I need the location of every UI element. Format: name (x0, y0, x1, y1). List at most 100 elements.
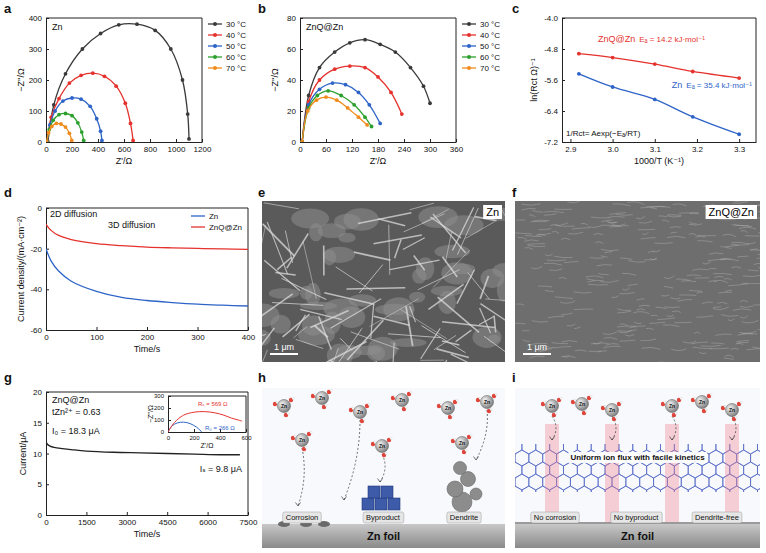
texture-wrinkle (717, 302, 727, 303)
y-tick: -40 (30, 285, 49, 294)
texture-wrinkle (564, 261, 578, 262)
texture-wrinkle (617, 311, 631, 313)
water-oxygen (582, 411, 586, 415)
x-tick-label: 600 (118, 145, 132, 154)
texture-wrinkle (723, 234, 737, 237)
marker (46, 140, 49, 142)
texture-wrinkle (617, 326, 636, 328)
texture-wrinkle (667, 315, 674, 316)
y-tick: 0 (292, 138, 303, 147)
texture-line (283, 314, 310, 336)
marker (363, 66, 367, 70)
texture-wrinkle (738, 256, 749, 258)
texture-wrinkle (651, 315, 658, 316)
texture-wrinkle (531, 266, 542, 268)
y-tick-mark (46, 423, 49, 424)
y-tick-mark (562, 142, 565, 143)
x-tick: 0 (298, 139, 303, 154)
texture-wrinkle (554, 256, 572, 257)
texture-line (267, 222, 287, 274)
flux-arrow (298, 448, 304, 506)
water-hydrogen (585, 410, 587, 412)
texture-wrinkle (733, 309, 752, 310)
x-tick: 360 (450, 139, 464, 154)
water-oxygen (402, 407, 406, 411)
x-tick: 300 (191, 327, 205, 342)
water-oxygen (322, 405, 326, 409)
water-oxygen (327, 390, 331, 394)
y-tick-mark (300, 142, 303, 143)
texture-blob (291, 208, 329, 228)
water-oxygen (273, 402, 277, 406)
x-tick-label: 4500 (159, 518, 177, 527)
texture-wrinkle (536, 233, 551, 235)
water-oxygen (453, 400, 457, 404)
y-tick-mark (562, 80, 565, 81)
y-tick-label: -5.6 (544, 76, 558, 85)
texture-wrinkle (719, 219, 736, 220)
flux-arrow (612, 416, 616, 440)
texture-wrinkle (638, 229, 655, 231)
arrow-head (296, 503, 301, 507)
frame-top (300, 18, 456, 19)
marker (82, 139, 86, 142)
texture-wrinkle (628, 261, 645, 263)
water-hydrogen (325, 404, 327, 406)
y-axis: 0100200300400 (29, 14, 49, 147)
image-label: Zn (486, 206, 499, 218)
texture-wrinkle (515, 233, 532, 234)
y-tick-label: -4.0 (544, 14, 558, 23)
legend-label: 70 °C (480, 64, 500, 73)
texture-line (347, 320, 383, 360)
scale-bar-label: 1 μm (527, 342, 547, 352)
texture-wrinkle (670, 227, 681, 228)
texture-wrinkle (732, 202, 748, 204)
texture-wrinkle (714, 276, 723, 277)
texture-wrinkle (525, 235, 542, 236)
marker (68, 131, 72, 135)
marker (324, 95, 328, 99)
texture-line (336, 328, 362, 362)
water-oxygen (360, 419, 364, 423)
frame-right (202, 18, 203, 142)
ion-label: Zn (379, 443, 385, 449)
water-hydrogen (479, 397, 481, 399)
y-tick-mark (168, 420, 171, 421)
plot-area (46, 441, 240, 455)
texture-wrinkle (561, 313, 572, 315)
x-tick-label: 800 (144, 145, 158, 154)
marker (79, 73, 83, 77)
marker (70, 139, 74, 142)
marker (318, 78, 322, 82)
y-tick: 200 (29, 76, 49, 85)
marker (79, 97, 83, 101)
texture-wrinkle (601, 225, 621, 227)
texture-wrinkle (595, 242, 603, 244)
water-hydrogen (310, 431, 312, 433)
y-tick-label: 80 (287, 14, 296, 23)
legend: 30 °C40 °C50 °C60 °C70 °C (208, 20, 246, 73)
x-tick-label: 0 (167, 435, 171, 441)
x-tick-label: 3000 (118, 518, 136, 527)
texture-line (468, 272, 490, 299)
water-oxygen (702, 409, 706, 413)
texture-wrinkle (748, 242, 755, 244)
texture-wrinkle (670, 232, 676, 233)
texture-wrinkle (706, 268, 716, 270)
texture-line (433, 214, 466, 253)
legend-label: 50 °C (226, 42, 246, 51)
texture-wrinkle (637, 299, 645, 301)
y-tick-mark (300, 49, 303, 50)
flux-arrow (380, 454, 385, 482)
y-tick-mark (46, 515, 49, 516)
water-oxygen (587, 396, 591, 400)
texture-wrinkle (568, 232, 583, 234)
texture-wrinkle (522, 330, 529, 331)
diagram-background (262, 388, 505, 524)
texture-wrinkle (663, 325, 679, 327)
chart-title: ZnQ@Zn (306, 22, 343, 32)
texture-wrinkle (642, 347, 661, 349)
ion-label: Zn (319, 395, 325, 401)
texture-wrinkle (633, 312, 649, 314)
texture-wrinkle (646, 328, 654, 330)
